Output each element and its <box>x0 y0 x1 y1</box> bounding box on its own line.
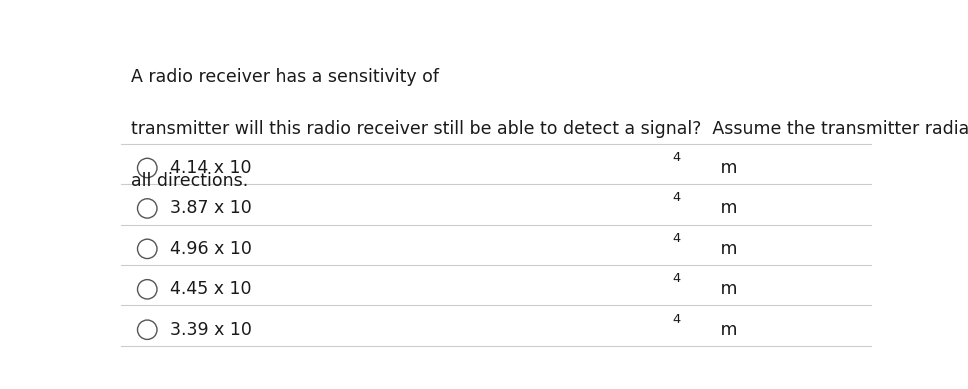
Text: 4.45 x 10: 4.45 x 10 <box>169 280 252 298</box>
Text: A radio receiver has a sensitivity of: A radio receiver has a sensitivity of <box>131 68 444 86</box>
Text: 4: 4 <box>672 191 681 205</box>
Text: 4: 4 <box>672 232 681 245</box>
Text: all directions.: all directions. <box>131 172 248 191</box>
Text: m: m <box>715 321 738 339</box>
Text: 4: 4 <box>672 151 681 164</box>
Text: m: m <box>715 280 738 298</box>
Text: m: m <box>715 159 738 177</box>
Text: 3.39 x 10: 3.39 x 10 <box>169 321 252 339</box>
Text: m: m <box>715 200 738 217</box>
Text: 4: 4 <box>672 272 681 285</box>
Text: 3.87 x 10: 3.87 x 10 <box>169 200 252 217</box>
Text: transmitter will this radio receiver still be able to detect a signal?  Assume t: transmitter will this radio receiver sti… <box>131 120 968 138</box>
Text: m: m <box>715 240 738 258</box>
Text: 4: 4 <box>672 313 681 326</box>
Text: 4.96 x 10: 4.96 x 10 <box>169 240 252 258</box>
Text: 4.14 x 10: 4.14 x 10 <box>169 159 252 177</box>
